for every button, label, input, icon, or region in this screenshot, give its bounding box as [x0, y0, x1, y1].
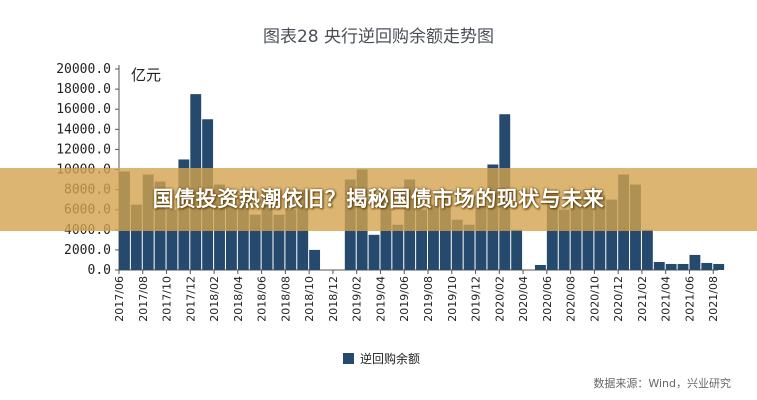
bar — [534, 264, 546, 270]
x-tick-label: 2019/12 — [470, 276, 483, 322]
bar — [641, 229, 653, 270]
bar — [570, 199, 582, 270]
bar — [701, 262, 713, 270]
source-note: 数据来源：Wind，兴业研究 — [593, 377, 731, 390]
x-tick-label: 2017/08 — [137, 276, 150, 322]
bar — [606, 199, 618, 270]
x-tick-label: 2020/04 — [517, 276, 530, 322]
bar — [439, 194, 451, 270]
y-axis-unit-label: 亿元 — [131, 66, 162, 84]
x-tick-label: 2021/02 — [636, 276, 649, 322]
x-tick-label: 2018/08 — [279, 276, 292, 322]
bar — [285, 209, 297, 270]
x-tick-label: 2018/06 — [256, 276, 269, 322]
x-tick-label: 2017/12 — [184, 276, 197, 322]
bar — [130, 204, 142, 270]
x-tick-label: 2020/08 — [565, 276, 578, 322]
bar — [416, 209, 428, 270]
bar — [665, 263, 677, 270]
y-tick-label: 12000.0 — [56, 142, 111, 157]
bar — [713, 263, 725, 270]
x-tick-label: 2017/10 — [161, 276, 174, 322]
x-tick-labels: 2017/06 2017/08 2017/10 2017/12 2018/02 2018/… — [113, 270, 720, 322]
bar — [166, 209, 178, 270]
x-tick-label: 2019/08 — [422, 276, 435, 322]
x-tick-label: 2019/10 — [446, 276, 459, 322]
bar — [677, 263, 689, 270]
bar — [273, 214, 285, 270]
y-tick-label: 2000.0 — [64, 243, 111, 258]
bar — [309, 249, 321, 270]
bar — [392, 224, 404, 270]
y-tick-label: 16000.0 — [56, 102, 111, 117]
bar — [463, 224, 475, 270]
x-tick-label: 2020/02 — [493, 276, 506, 322]
overlay-banner-text: 国债投资热潮依旧？揭秘国债市场的现状与未来 — [152, 187, 605, 211]
bar — [428, 204, 439, 270]
bar — [451, 219, 463, 270]
bar — [368, 234, 380, 270]
x-tick-label: 2019/02 — [351, 276, 364, 322]
chart-title: 图表28 央行逆回购余额走势图 — [262, 27, 495, 47]
y-tick-label: 18000.0 — [56, 82, 111, 97]
x-tick-label: 2018/04 — [232, 276, 245, 322]
chart-legend: 逆回购余额 — [343, 350, 420, 367]
bar — [689, 254, 701, 270]
x-tick-label: 2020/10 — [588, 276, 601, 322]
bar — [511, 229, 523, 270]
x-tick-label: 2020/12 — [612, 276, 625, 322]
x-tick-label: 2018/02 — [208, 276, 221, 322]
legend-label: 逆回购余额 — [360, 352, 421, 366]
x-tick-label: 2018/12 — [327, 276, 340, 322]
bar — [558, 209, 570, 270]
x-tick-label: 2021/04 — [660, 276, 673, 322]
bar — [653, 261, 665, 270]
x-tick-label: 2017/06 — [113, 276, 126, 322]
bar — [237, 194, 249, 270]
x-tick-label: 2018/10 — [303, 276, 316, 322]
y-tick-label: 14000.0 — [56, 122, 111, 137]
overlay-banner — [0, 168, 757, 231]
x-tick-label: 2019/06 — [398, 276, 411, 322]
bar — [225, 204, 237, 270]
bar — [475, 204, 487, 270]
bar — [249, 214, 261, 270]
x-tick-label: 2019/04 — [374, 276, 387, 322]
bar — [594, 194, 606, 270]
x-tick-label: 2020/06 — [541, 276, 554, 322]
x-tick-label: 2021/08 — [707, 276, 720, 322]
legend-swatch — [343, 353, 354, 364]
y-tick-label: 0.0 — [88, 263, 111, 278]
y-tick-label: 20000.0 — [56, 62, 111, 77]
x-tick-label: 2021/06 — [683, 276, 696, 322]
